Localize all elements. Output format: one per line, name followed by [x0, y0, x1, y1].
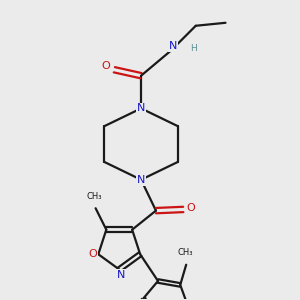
Text: O: O	[88, 249, 97, 259]
Text: CH₃: CH₃	[177, 248, 193, 257]
Text: N: N	[137, 175, 145, 185]
Text: N: N	[137, 103, 145, 113]
Text: O: O	[102, 61, 110, 70]
Text: N: N	[117, 270, 125, 280]
Text: O: O	[187, 203, 195, 213]
Text: CH₃: CH₃	[86, 191, 102, 200]
Text: N: N	[169, 41, 177, 51]
Text: H: H	[190, 44, 197, 53]
